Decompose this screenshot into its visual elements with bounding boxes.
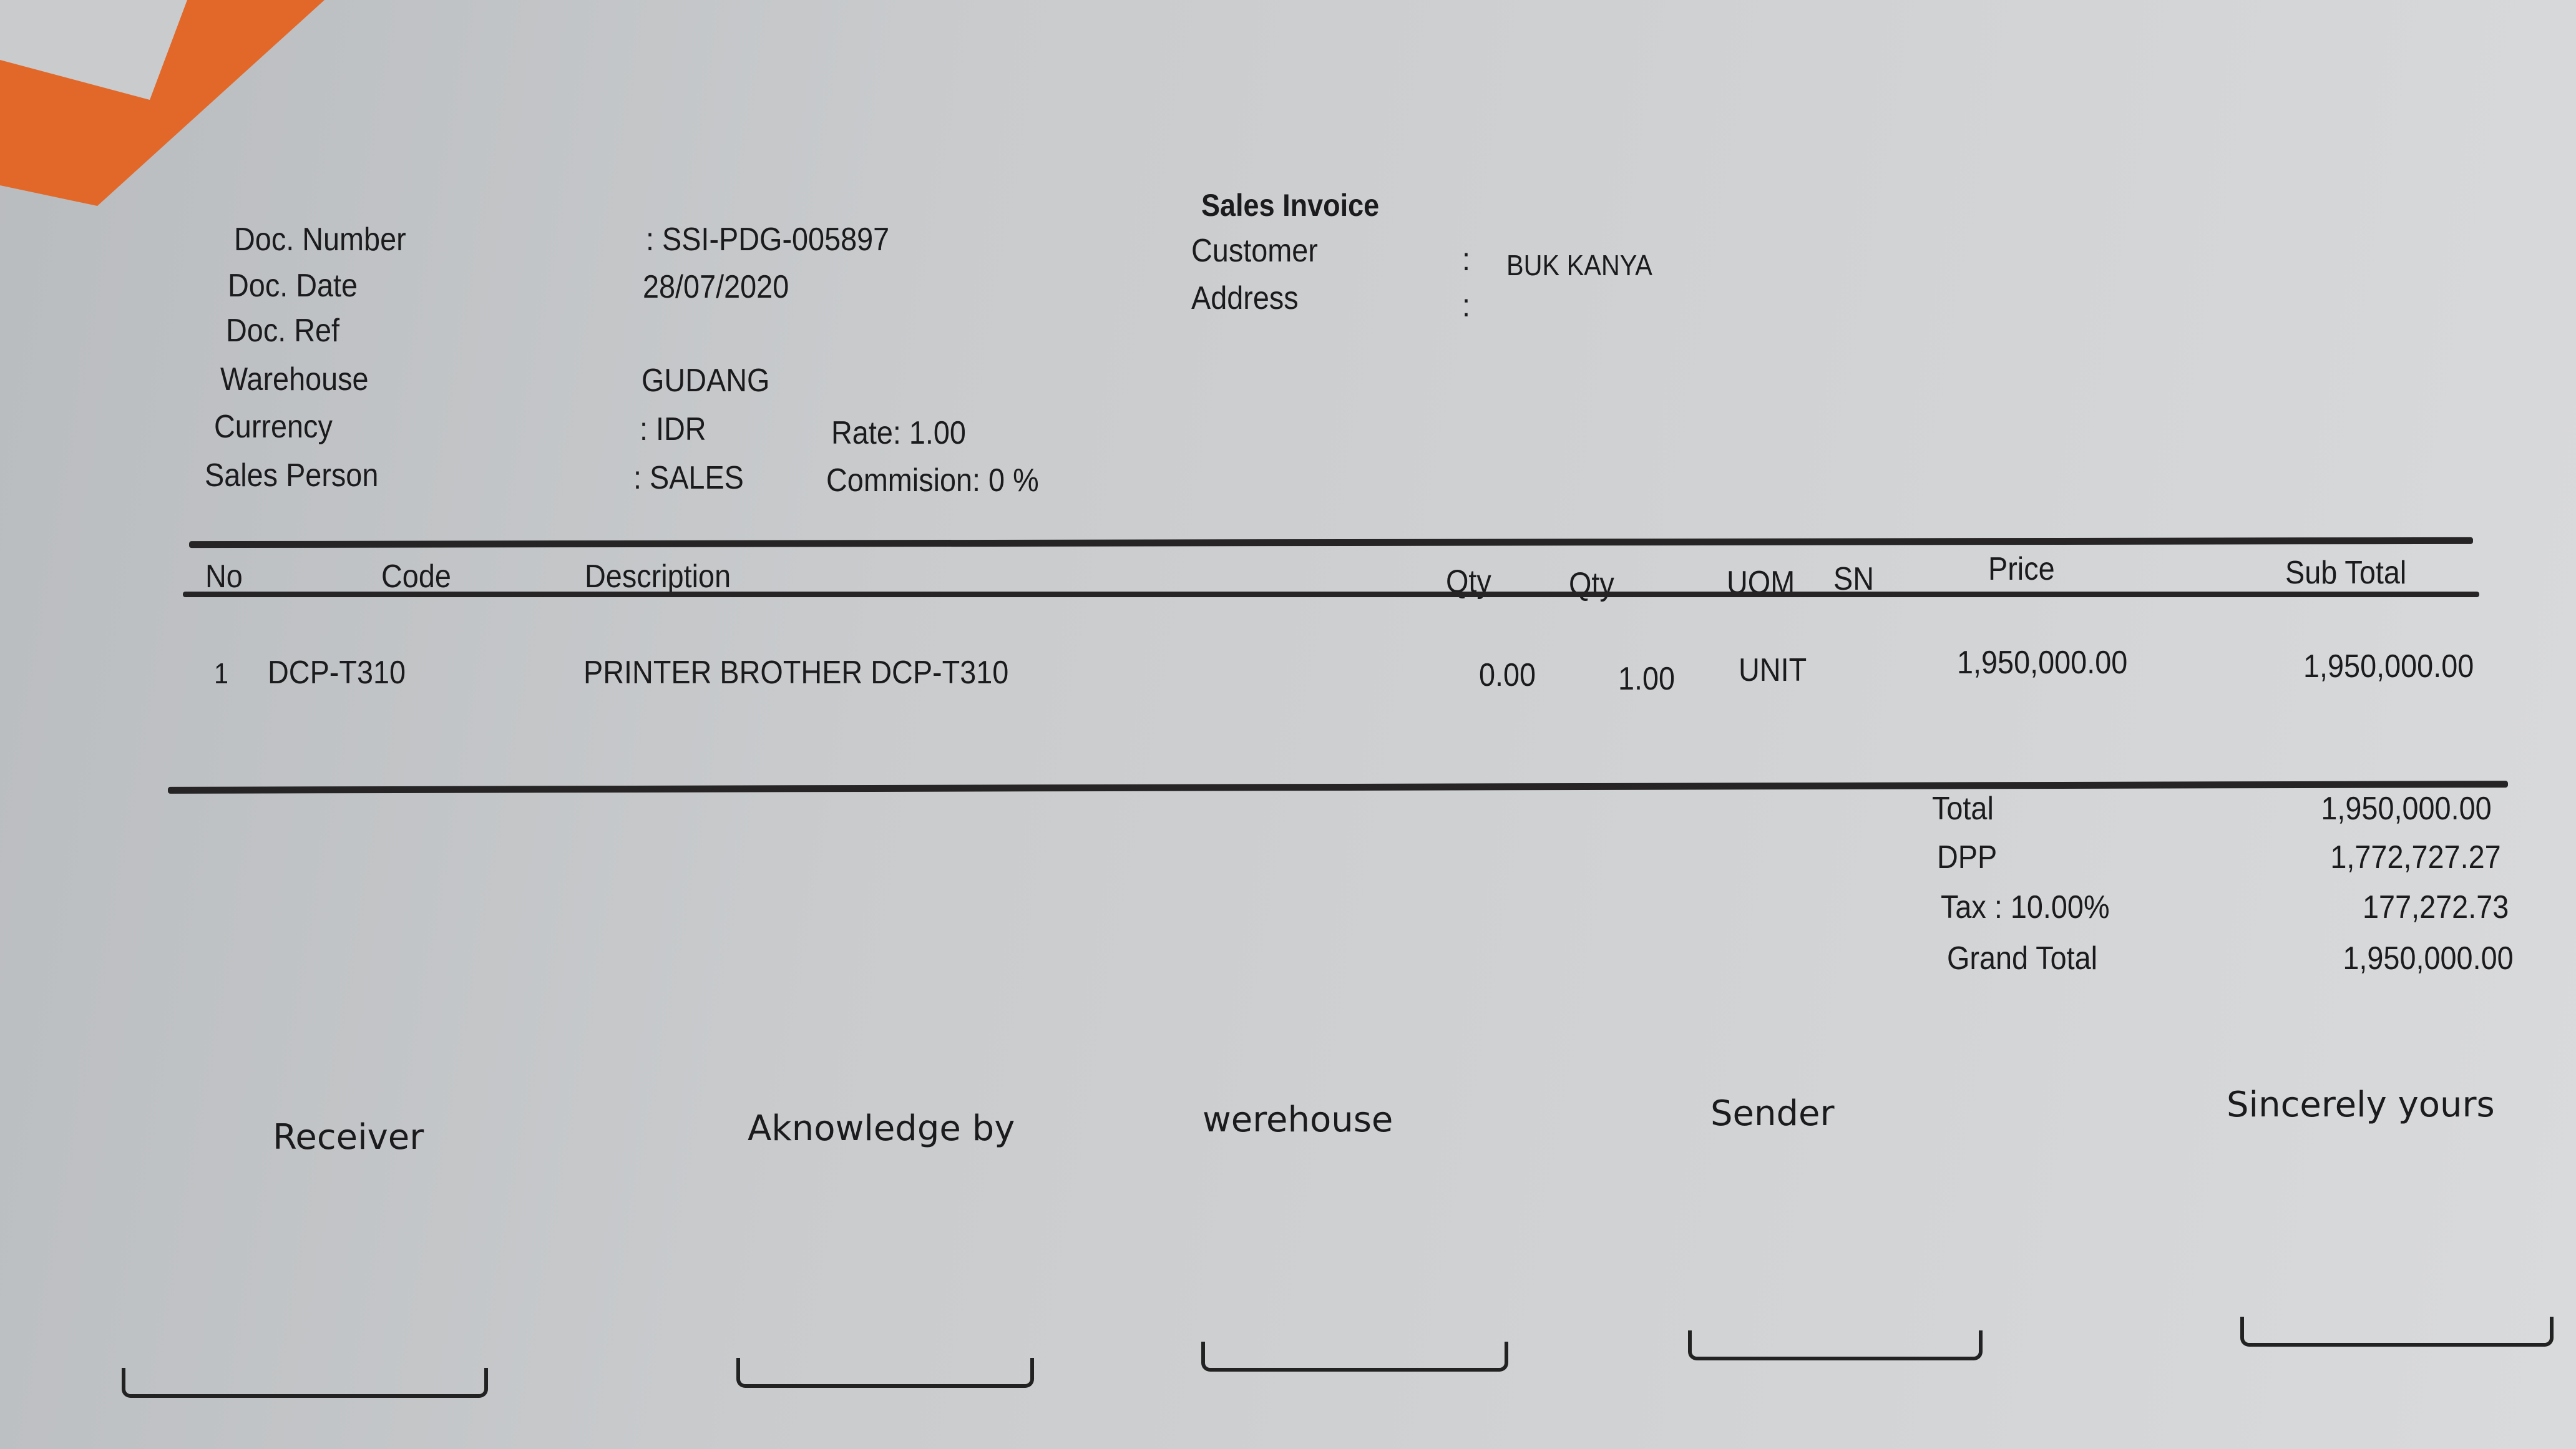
- col-code: Code: [381, 559, 451, 595]
- currency-label: Currency: [214, 409, 333, 445]
- sales-person-value: : SALES: [633, 460, 744, 496]
- col-price: Price: [1988, 551, 2055, 587]
- currency-value: : IDR: [640, 411, 706, 447]
- warehouse-value: GUDANG: [642, 363, 770, 399]
- customer-label: Customer: [1191, 233, 1318, 269]
- doc-ref-label: Doc. Ref: [226, 313, 340, 349]
- document-title: Sales Invoice: [1201, 188, 1380, 223]
- commission-value: Commision: 0 %: [826, 462, 1039, 499]
- customer-value: BUK KANYA: [1506, 249, 1652, 281]
- tax-value: 177,272.73: [2362, 889, 2509, 925]
- signature-line-warehouse: [1201, 1342, 1508, 1372]
- signature-warehouse-label: werehouse: [1203, 1100, 1393, 1140]
- sales-person-label: Sales Person: [205, 457, 379, 494]
- doc-date-label: Doc. Date: [228, 268, 358, 304]
- signature-line-sender: [1688, 1330, 1983, 1360]
- address-label: Address: [1191, 280, 1299, 316]
- col-sub-total: Sub Total: [2285, 555, 2407, 591]
- signature-acknowledge-label: Aknowledge by: [748, 1108, 1015, 1149]
- signature-sincerely-label: Sincerely yours: [2227, 1085, 2495, 1125]
- row-subtotal: 1,950,000.00: [2303, 648, 2474, 685]
- row-price: 1,950,000.00: [1957, 645, 2128, 681]
- doc-date-value: 28/07/2020: [643, 269, 789, 305]
- doc-number-value: : SSI-PDG-005897: [646, 222, 890, 258]
- rate-value: Rate: 1.00: [831, 415, 966, 451]
- row-code: DCP-T310: [268, 655, 406, 691]
- dpp-value: 1,772,727.27: [2330, 839, 2501, 876]
- signature-line-sincerely: [2240, 1317, 2554, 1347]
- row-no: 1: [214, 657, 229, 690]
- row-description: PRINTER BROTHER DCP-T310: [583, 655, 1009, 691]
- signature-receiver-label: Receiver: [273, 1117, 424, 1158]
- col-sn: SN: [1833, 561, 1875, 597]
- grand-total-value: 1,950,000.00: [2343, 940, 2514, 977]
- row-qty-1: 0.00: [1479, 657, 1536, 693]
- col-description: Description: [585, 559, 731, 595]
- col-qty-2: Qty: [1569, 566, 1614, 602]
- customer-colon: :: [1462, 242, 1471, 278]
- table-top-rule: [188, 537, 2474, 549]
- warehouse-label: Warehouse: [220, 361, 369, 398]
- signature-line-receiver: [122, 1368, 488, 1398]
- grand-total-label: Grand Total: [1947, 940, 2098, 977]
- signature-sender-label: Sender: [1710, 1093, 1835, 1134]
- col-no: No: [205, 559, 243, 595]
- row-uom: UNIT: [1739, 652, 1807, 688]
- signature-line-acknowledge: [736, 1358, 1034, 1388]
- table-bottom-rule: [167, 781, 2509, 794]
- doc-number-label: Doc. Number: [234, 222, 406, 258]
- row-qty-2: 1.00: [1618, 661, 1676, 697]
- address-colon: :: [1462, 288, 1471, 324]
- table-header-rule: [183, 592, 2479, 597]
- dpp-label: DPP: [1937, 839, 1998, 876]
- total-value: 1,950,000.00: [2321, 791, 2492, 827]
- total-label: Total: [1932, 791, 1994, 827]
- tax-label: Tax : 10.00%: [1941, 889, 2110, 925]
